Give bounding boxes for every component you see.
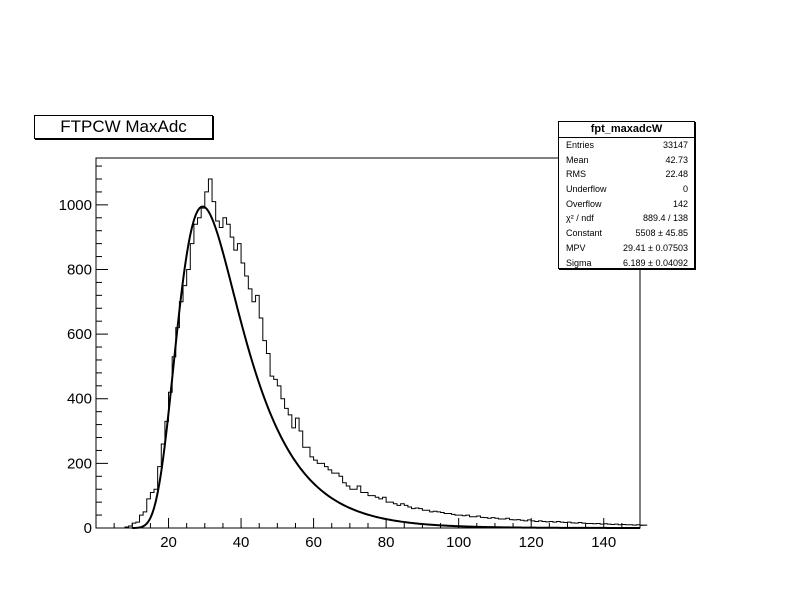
stats-row-entries: Entries 33147 — [559, 138, 694, 153]
x-tick-label: 120 — [519, 534, 544, 551]
stats-row-mean: Mean 42.73 — [559, 153, 694, 168]
fit-curve — [132, 205, 640, 529]
y-tick-label: 200 — [67, 455, 92, 472]
stats-row-mpv: MPV 29.41 ± 0.07503 — [559, 241, 694, 256]
stats-row-underflow: Underflow 0 — [559, 182, 694, 197]
y-tick-label: 0 — [84, 520, 92, 537]
chart-title-text: FTPCW MaxAdc — [60, 117, 187, 136]
y-tick-label: 1000 — [59, 197, 92, 214]
stats-value: 42.73 — [665, 154, 688, 165]
y-tick-label: 600 — [67, 326, 92, 343]
stats-row-rms: RMS 22.48 — [559, 167, 694, 182]
stats-value: 5508 ± 45.85 — [635, 228, 688, 239]
stats-value: 29.41 ± 0.07503 — [623, 242, 688, 253]
stats-value: 0 — [682, 184, 688, 195]
x-tick-label: 20 — [160, 534, 177, 551]
stats-value: 142 — [672, 198, 688, 209]
x-tick-label: 40 — [233, 534, 250, 551]
y-tick-label: 800 — [67, 261, 92, 278]
stats-row-chi2: χ² / ndf 889.4 / 138 — [559, 211, 694, 226]
stats-value: 6.189 ± 0.04092 — [623, 257, 688, 268]
stats-box: fpt_maxadcW Entries 33147 Mean 42.73 RMS… — [558, 121, 695, 269]
x-tick-label: 140 — [591, 534, 616, 551]
stats-row-constant: Constant 5508 ± 45.85 — [559, 226, 694, 241]
x-tick-label: 80 — [378, 534, 395, 551]
stats-label: Constant — [566, 228, 603, 239]
stats-row-overflow: Overflow 142 — [559, 197, 694, 212]
stats-value: 889.4 / 138 — [642, 213, 688, 224]
stats-label: MPV — [566, 242, 586, 253]
stats-value: 33147 — [662, 140, 688, 150]
stats-label: Entries — [566, 140, 595, 150]
stats-label: Overflow — [566, 198, 602, 209]
stats-label: Underflow — [566, 184, 607, 195]
histogram-series — [121, 178, 648, 529]
stats-label: Mean — [566, 154, 589, 165]
stats-label: χ² / ndf — [566, 213, 594, 224]
x-tick-label: 60 — [305, 534, 322, 551]
stats-label: Sigma — [566, 257, 592, 268]
stats-value: 22.48 — [665, 169, 688, 180]
y-tick-label: 400 — [67, 391, 92, 408]
x-tick-label: 100 — [446, 534, 471, 551]
stats-title: fpt_maxadcW — [559, 122, 694, 138]
stats-label: RMS — [566, 169, 586, 180]
chart-title: FTPCW MaxAdc — [34, 115, 213, 139]
stats-row-sigma: Sigma 6.189 ± 0.04092 — [559, 256, 694, 271]
